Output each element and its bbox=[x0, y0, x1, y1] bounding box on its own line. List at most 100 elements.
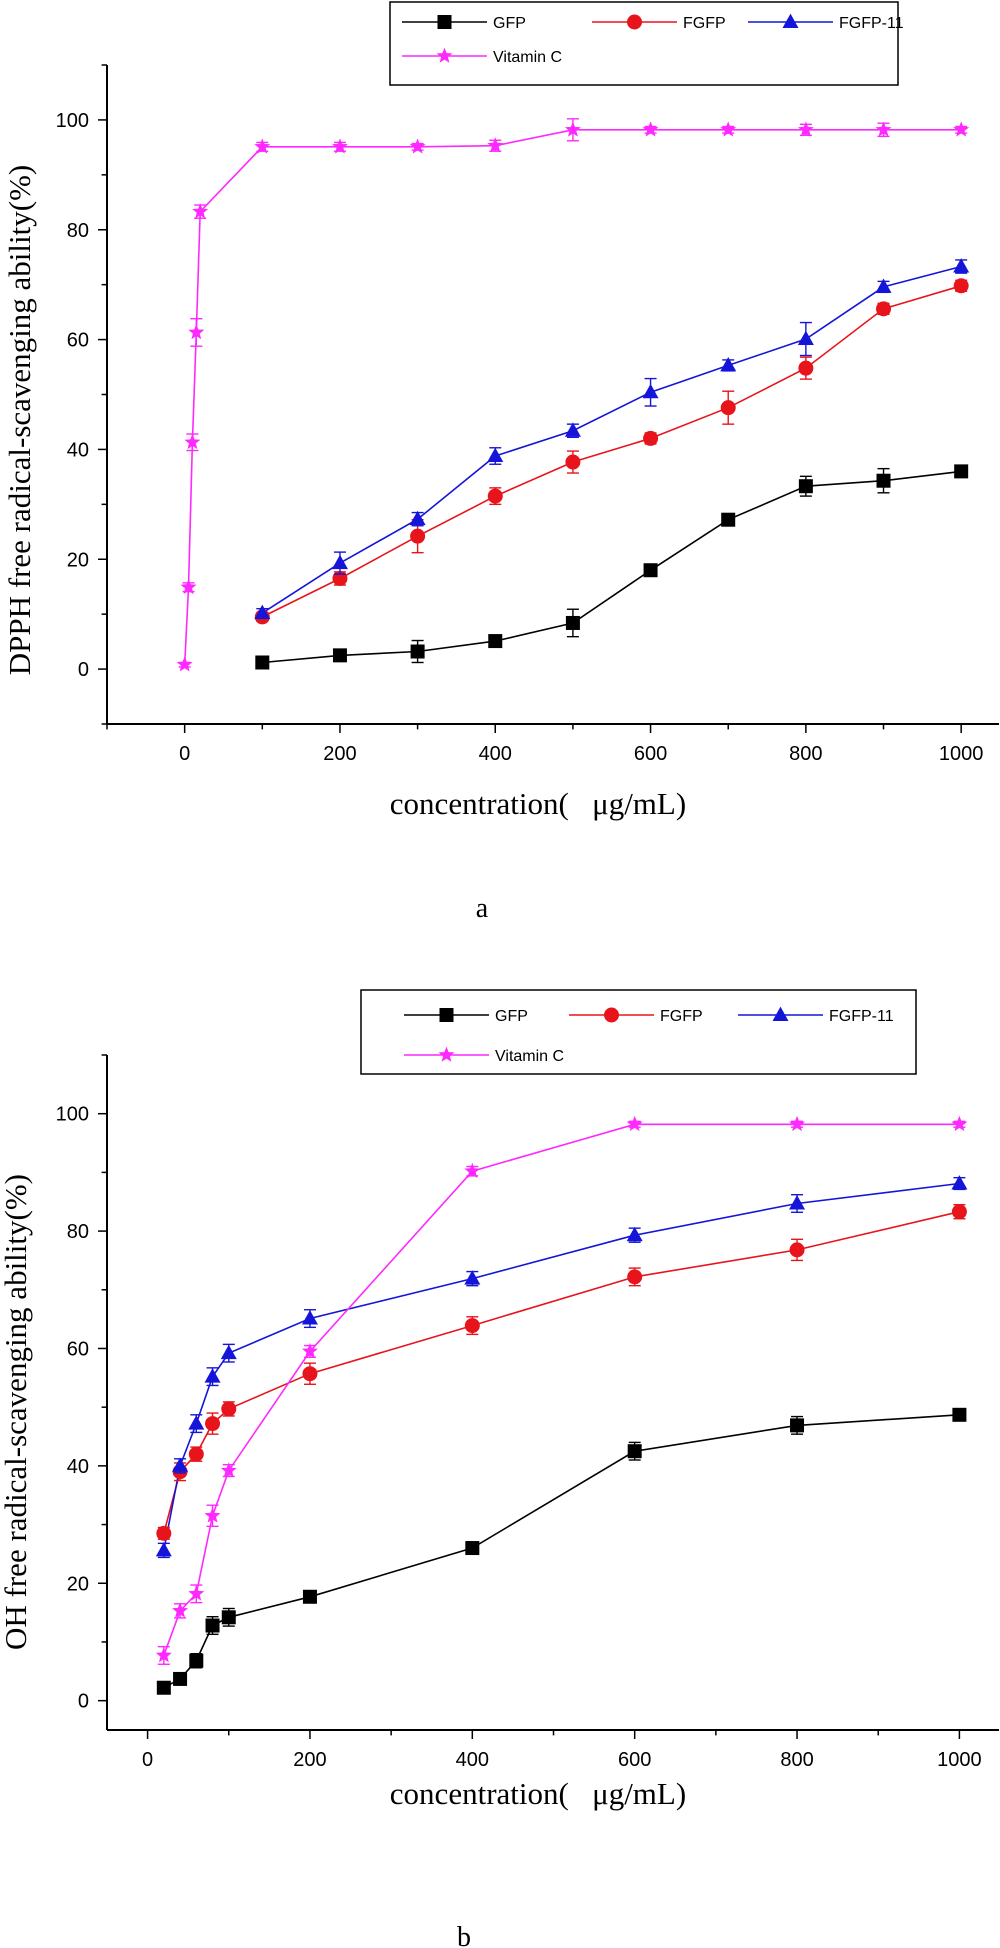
panel-a-label: a bbox=[476, 893, 489, 924]
panel-b-data-point-vitamin-c bbox=[155, 1647, 172, 1663]
panel-a-data-point-vitamin-c bbox=[875, 121, 892, 137]
panel-b-x-tick-label: 600 bbox=[618, 1749, 651, 1771]
panel-b-data-point-vitamin-c bbox=[172, 1602, 189, 1618]
panel-b-series-line-vitamin-c bbox=[163, 1123, 960, 1656]
panel-b-data-point-fgfp-11 bbox=[951, 1175, 968, 1190]
panel-b-data-point-gfp bbox=[465, 1541, 480, 1556]
panel-a-legend-label-gfp: GFP bbox=[493, 15, 526, 32]
panel-a-data-point-fgfp-11 bbox=[642, 383, 659, 399]
panel-a-data-point-vitamin-c bbox=[332, 138, 348, 154]
panel-a-legend-box bbox=[389, 1, 899, 86]
panel-b-legend-marker-gfp bbox=[439, 1008, 454, 1022]
panel-a-legend-label-fgfp-11: FGFP-11 bbox=[839, 15, 904, 32]
panel-b-data-point-fgfp-11 bbox=[155, 1541, 172, 1557]
panel-a-y-tick-label: 80 bbox=[67, 220, 89, 242]
panel-a-data-point-fgfp-11 bbox=[797, 330, 814, 346]
panel-b-data-point-gfp bbox=[189, 1653, 204, 1668]
panel-a-y-tick-label: 100 bbox=[56, 110, 89, 132]
panel-a-data-point-vitamin-c bbox=[409, 138, 426, 154]
panel-b-y-tick-label: 20 bbox=[67, 1573, 89, 1595]
panel-b-data-point-fgfp bbox=[951, 1204, 967, 1220]
panel-b-data-point-fgfp bbox=[221, 1401, 237, 1417]
panel-a-data-point-fgfp-11 bbox=[564, 422, 581, 437]
panel-a-series-line-vitamin-c bbox=[183, 129, 962, 665]
panel-a-data-point-vitamin-c bbox=[188, 324, 205, 340]
panel-b-data-point-fgfp-11 bbox=[626, 1226, 643, 1242]
panel-b-x-tick-label: 200 bbox=[293, 1749, 326, 1771]
panel-a-data-point-gfp bbox=[332, 648, 347, 663]
panel-a-data-point-vitamin-c bbox=[192, 203, 209, 219]
panel-b-data-point-vitamin-c bbox=[302, 1343, 318, 1359]
panel-a-data-point-gfp bbox=[488, 634, 503, 649]
panel-b-data-point-gfp bbox=[221, 1610, 236, 1625]
panel-b-x-axis-title: concentration( μg/mL) bbox=[390, 1776, 686, 1811]
panel-a-data-point-fgfp bbox=[643, 430, 659, 446]
panel-b-y-tick-label: 100 bbox=[56, 1104, 89, 1126]
panel-b-data-point-fgfp bbox=[302, 1366, 318, 1382]
panel-b-data-point-vitamin-c bbox=[789, 1115, 805, 1132]
panel-a-data-point-gfp bbox=[410, 644, 425, 659]
panel-b-y-axis-title: OH free radical-scavenging ability(%) bbox=[0, 1174, 33, 1650]
panel-b-label: b bbox=[457, 1922, 471, 1948]
panel-b-data-point-vitamin-c bbox=[464, 1162, 481, 1178]
panel-b-data-point-fgfp-11 bbox=[172, 1457, 189, 1472]
panel-a-data-point-vitamin-c bbox=[720, 121, 737, 137]
panel-b-data-point-fgfp-11 bbox=[220, 1344, 237, 1360]
panel-a-legend-marker-gfp bbox=[437, 15, 452, 29]
panel-a-data-point-fgfp-11 bbox=[331, 554, 348, 570]
panel-a-series-line-fgfp bbox=[261, 285, 962, 618]
panel-b-x-tick-label: 0 bbox=[142, 1749, 153, 1771]
panel-a-y-tick-label: 60 bbox=[67, 330, 89, 352]
panel-b-x-tick-label: 1000 bbox=[937, 1749, 982, 1771]
panel-b-data-point-fgfp-11 bbox=[204, 1368, 221, 1383]
panel-b-y-tick-label: 80 bbox=[67, 1221, 89, 1243]
panel-b-x-tick-label: 800 bbox=[780, 1749, 813, 1771]
panel-a-x-axis-title: concentration( μg/mL) bbox=[390, 786, 686, 821]
panel-b-data-point-vitamin-c bbox=[626, 1115, 643, 1132]
chart-panel-a: concentration( μg/mL) DPPH free radical-… bbox=[2, 1, 999, 924]
panel-b-legend-marker-fgfp bbox=[604, 1007, 619, 1023]
panel-b-data-point-gfp bbox=[205, 1618, 220, 1633]
panel-b-y-tick-label: 60 bbox=[67, 1338, 89, 1360]
panel-a-data-point-gfp bbox=[255, 655, 270, 670]
panel-b-data-point-gfp bbox=[156, 1680, 171, 1695]
panel-a-data-point-fgfp bbox=[410, 528, 426, 544]
panel-a-data-point-fgfp bbox=[720, 400, 736, 416]
panel-b-data-point-fgfp bbox=[156, 1525, 172, 1541]
panel-a-x-tick-label: 600 bbox=[634, 743, 667, 765]
panel-a-data-point-vitamin-c bbox=[953, 121, 970, 137]
panel-b-y-tick-label: 40 bbox=[67, 1456, 89, 1478]
panel-b-data-point-fgfp bbox=[205, 1416, 221, 1432]
panel-b-legend-marker-vitamin-c bbox=[438, 1046, 455, 1062]
panel-a-data-point-fgfp bbox=[876, 301, 892, 317]
panel-a-data-point-vitamin-c bbox=[176, 656, 193, 672]
panel-a-legend-label-fgfp: FGFP bbox=[683, 15, 726, 32]
panel-a-data-point-fgfp-11 bbox=[409, 510, 426, 526]
panel-a-y-tick-label: 20 bbox=[67, 549, 89, 571]
panel-a-data-point-vitamin-c bbox=[642, 121, 659, 137]
panel-b-data-point-gfp bbox=[952, 1407, 967, 1422]
panel-a-data-point-gfp bbox=[565, 615, 580, 630]
panel-a-data-point-fgfp-11 bbox=[953, 258, 970, 273]
panel-b-data-point-fgfp bbox=[789, 1242, 805, 1258]
panel-a-y-tick-label: 0 bbox=[78, 659, 89, 681]
panel-a-data-point-fgfp-11 bbox=[875, 278, 892, 293]
panel-a-data-point-fgfp-11 bbox=[720, 356, 737, 372]
panel-a-data-point-fgfp bbox=[487, 488, 503, 504]
panel-a-data-point-vitamin-c bbox=[180, 578, 197, 595]
panel-b-legend-box bbox=[360, 989, 917, 1075]
panel-a-legend-label-vitamin-c: Vitamin C bbox=[493, 49, 562, 66]
panel-a-data-point-vitamin-c bbox=[184, 433, 201, 450]
panel-a-data-point-gfp bbox=[721, 512, 736, 527]
panel-a-series-line-gfp bbox=[262, 470, 962, 664]
panel-b-series-line-gfp bbox=[163, 1414, 960, 1689]
panel-a-y-tick-label: 40 bbox=[67, 439, 89, 461]
panel-a-data-point-vitamin-c bbox=[564, 121, 581, 137]
chart-panel-b: concentration( μg/mL) OH free radical-sc… bbox=[0, 989, 999, 1948]
panel-b-data-point-fgfp bbox=[188, 1446, 204, 1462]
panel-a-x-tick-label: 800 bbox=[789, 743, 822, 765]
panel-b-data-point-gfp bbox=[173, 1671, 188, 1686]
panel-a-data-point-gfp bbox=[954, 464, 969, 479]
panel-b-data-point-vitamin-c bbox=[951, 1115, 968, 1132]
panel-b-data-point-fgfp-11 bbox=[789, 1195, 806, 1210]
